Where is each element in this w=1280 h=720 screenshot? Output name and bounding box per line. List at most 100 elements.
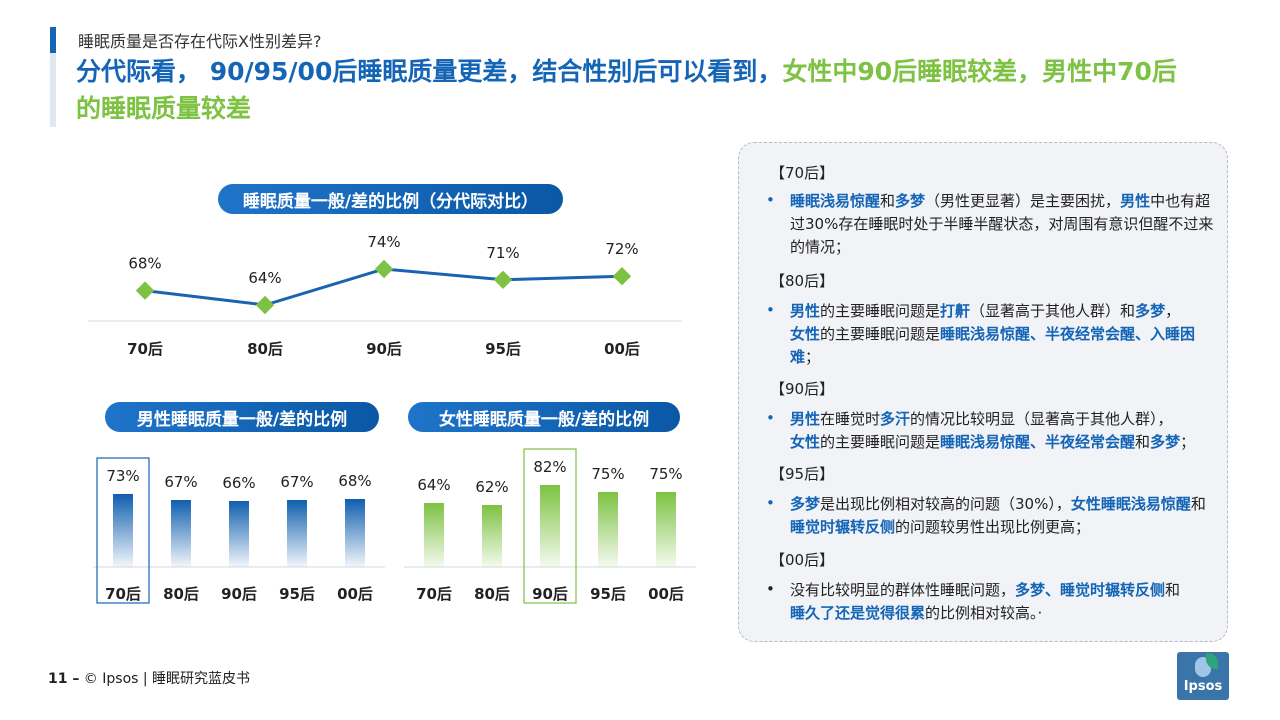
bar-tick-label: 00后 bbox=[337, 585, 373, 603]
section-title-80: 【80后】 bbox=[770, 272, 835, 290]
line-data-label: 72% bbox=[605, 240, 638, 258]
bar-data-label: 75% bbox=[591, 465, 624, 483]
bar bbox=[424, 503, 444, 567]
title-part-green: 女性中90后睡眠较差，男性中70后的睡眠质量较差 bbox=[76, 57, 1177, 123]
hl-text: 多梦 bbox=[1135, 302, 1166, 320]
hl-text: 睡觉时辗转反侧 bbox=[790, 518, 896, 536]
hl-text: 多梦 bbox=[895, 192, 926, 210]
text: ， bbox=[1165, 302, 1181, 320]
section-body-70: 睡眠浅易惊醒和多梦（男性更显著）是主要困扰，男性中也有超过30%存在睡眠时处于半… bbox=[790, 190, 1220, 259]
line-point bbox=[135, 281, 155, 300]
bar bbox=[171, 500, 191, 567]
bar-tick-label: 80后 bbox=[163, 585, 199, 603]
hl-text: 多汗 bbox=[880, 410, 911, 428]
text: 的主要睡眠问题是 bbox=[820, 325, 941, 343]
bar bbox=[482, 505, 502, 567]
section-title-00: 【00后】 bbox=[770, 551, 835, 569]
bar-data-label: 62% bbox=[475, 478, 508, 496]
page-subtitle: 睡眠质量是否存在代际X性别差异? bbox=[78, 32, 322, 51]
hl-text: 男性 bbox=[790, 302, 821, 320]
bar-data-label: 82% bbox=[533, 458, 566, 476]
line-data-label: 68% bbox=[128, 255, 161, 273]
bar-tick-label: 70后 bbox=[105, 585, 141, 603]
text: 和 bbox=[1165, 581, 1181, 599]
line-data-label: 64% bbox=[248, 269, 281, 287]
hl-text: 女性 bbox=[790, 325, 821, 343]
section-body-00: 没有比较明显的群体性睡眠问题，多梦、睡觉时辗转反侧和 睡久了还是觉得很累的比例相对… bbox=[790, 579, 1220, 625]
bar bbox=[113, 494, 133, 567]
bullet-95: • bbox=[766, 494, 775, 512]
hl-text: 多梦 bbox=[790, 495, 821, 513]
text: 在睡觉时 bbox=[820, 410, 881, 428]
line-tick-label: 70后 bbox=[127, 340, 163, 358]
text: 和 bbox=[1190, 495, 1206, 513]
male-bar-chart: 73% 70后 67% 80后 66% 90后 67% 95后 68% 00后 bbox=[93, 457, 385, 604]
text: 和 bbox=[1135, 433, 1151, 451]
bar-tick-label: 80后 bbox=[474, 585, 510, 603]
line-point bbox=[255, 295, 275, 315]
bar-tick-label: 90后 bbox=[532, 585, 568, 603]
text: （显著高于其他人群）和 bbox=[970, 302, 1136, 320]
bar bbox=[229, 501, 249, 567]
hl-text: 男性 bbox=[790, 410, 821, 428]
text: 的比例相对较高。· bbox=[925, 604, 1043, 622]
bar-data-label: 75% bbox=[649, 465, 682, 483]
text: ； bbox=[805, 348, 821, 366]
logo-text: Ipsos bbox=[1183, 679, 1223, 694]
bar-data-label: 64% bbox=[417, 476, 450, 494]
line-chart: 68% 70后 64% 80后 74% 90后 71% 95后 72% 00后 bbox=[88, 233, 682, 358]
text: 是出现比例相对较高的问题（30%）， bbox=[820, 495, 1071, 513]
text: 和 bbox=[880, 192, 896, 210]
bar-tick-label: 95后 bbox=[279, 585, 315, 603]
text: 中也有超过30%存在睡眠时处于半睡半醒状态，对周围有意识但醒不过来的情况； bbox=[790, 192, 1214, 256]
female-chart-title: 女性睡眠质量一般/差的比例 bbox=[408, 402, 680, 432]
bar bbox=[656, 492, 676, 567]
section-body-80: 男性的主要睡眠问题是打鼾（显著高于其他人群）和多梦， 女性的主要睡眠问题是睡眠浅易… bbox=[790, 300, 1220, 369]
bar-tick-label: 00后 bbox=[648, 585, 684, 603]
hl-text: 女性睡眠浅易惊醒 bbox=[1070, 495, 1191, 513]
female-bar-chart: 64% 70后 62% 80后 82% 90后 75% 95后 75% 00后 bbox=[404, 448, 696, 604]
bar bbox=[540, 485, 560, 567]
line-tick-label: 80后 bbox=[247, 340, 283, 358]
bullet-90: • bbox=[766, 409, 775, 427]
hl-text: 男性 bbox=[1120, 192, 1151, 210]
text: 的问题较男性出现比例更高； bbox=[895, 518, 1091, 536]
insight-panel bbox=[738, 142, 1228, 642]
section-body-95: 多梦是出现比例相对较高的问题（30%），女性睡眠浅易惊醒和睡觉时辗转反侧的问题较… bbox=[790, 493, 1220, 539]
charts-canvas: 68% 70后 64% 80后 74% 90后 71% 95后 72% 00后 73% 70后 67%… bbox=[88, 233, 696, 604]
section-title-90: 【90后】 bbox=[770, 380, 835, 398]
hl-text: 睡眠浅易惊醒 bbox=[790, 192, 881, 210]
text: 没有比较明显的群体性睡眠问题， bbox=[790, 581, 1016, 599]
bar bbox=[287, 500, 307, 567]
bar-tick-label: 70后 bbox=[416, 585, 452, 603]
male-chart-title: 男性睡眠质量一般/差的比例 bbox=[105, 402, 379, 432]
section-title-70: 【70后】 bbox=[770, 164, 835, 182]
page-number: 11 – bbox=[48, 671, 80, 687]
bar-tick-label: 95后 bbox=[590, 585, 626, 603]
line-point bbox=[612, 267, 632, 286]
bar-data-label: 67% bbox=[280, 473, 313, 491]
bar-tick-label: 90后 bbox=[221, 585, 257, 603]
logo-leaf-shape bbox=[1206, 653, 1218, 669]
footer: 11 – © Ipsos | 睡眠研究蓝皮书 bbox=[48, 668, 250, 688]
bullet-80: • bbox=[766, 301, 775, 319]
text: ； bbox=[1180, 433, 1196, 451]
title-part-blue: 分代际看， 90/95/00后睡眠质量更差，结合性别后可以看到， bbox=[76, 57, 783, 86]
line-data-label: 74% bbox=[367, 233, 400, 251]
hl-text: 睡久了还是觉得很累 bbox=[790, 604, 926, 622]
bar bbox=[345, 499, 365, 567]
footer-source: © Ipsos | 睡眠研究蓝皮书 bbox=[79, 671, 251, 687]
text: 的主要睡眠问题是 bbox=[820, 433, 941, 451]
hl-text: 睡眠浅易惊醒、半夜经常会醒 bbox=[940, 433, 1136, 451]
line-data-label: 71% bbox=[486, 244, 519, 262]
line-tick-label: 00后 bbox=[604, 340, 640, 358]
hl-text: 女性 bbox=[790, 433, 821, 451]
hl-text: 多梦 bbox=[1150, 433, 1181, 451]
section-body-90: 男性在睡觉时多汗的情况比较明显（显著高于其他人群）， 女性的主要睡眠问题是睡眠浅易… bbox=[790, 408, 1220, 454]
bar bbox=[598, 492, 618, 567]
header-accent-bar bbox=[50, 27, 56, 127]
bar-data-label: 68% bbox=[338, 472, 371, 490]
highlight-frame bbox=[96, 457, 150, 604]
hl-text: 打鼾 bbox=[940, 302, 971, 320]
bullet-70: • bbox=[766, 191, 775, 209]
